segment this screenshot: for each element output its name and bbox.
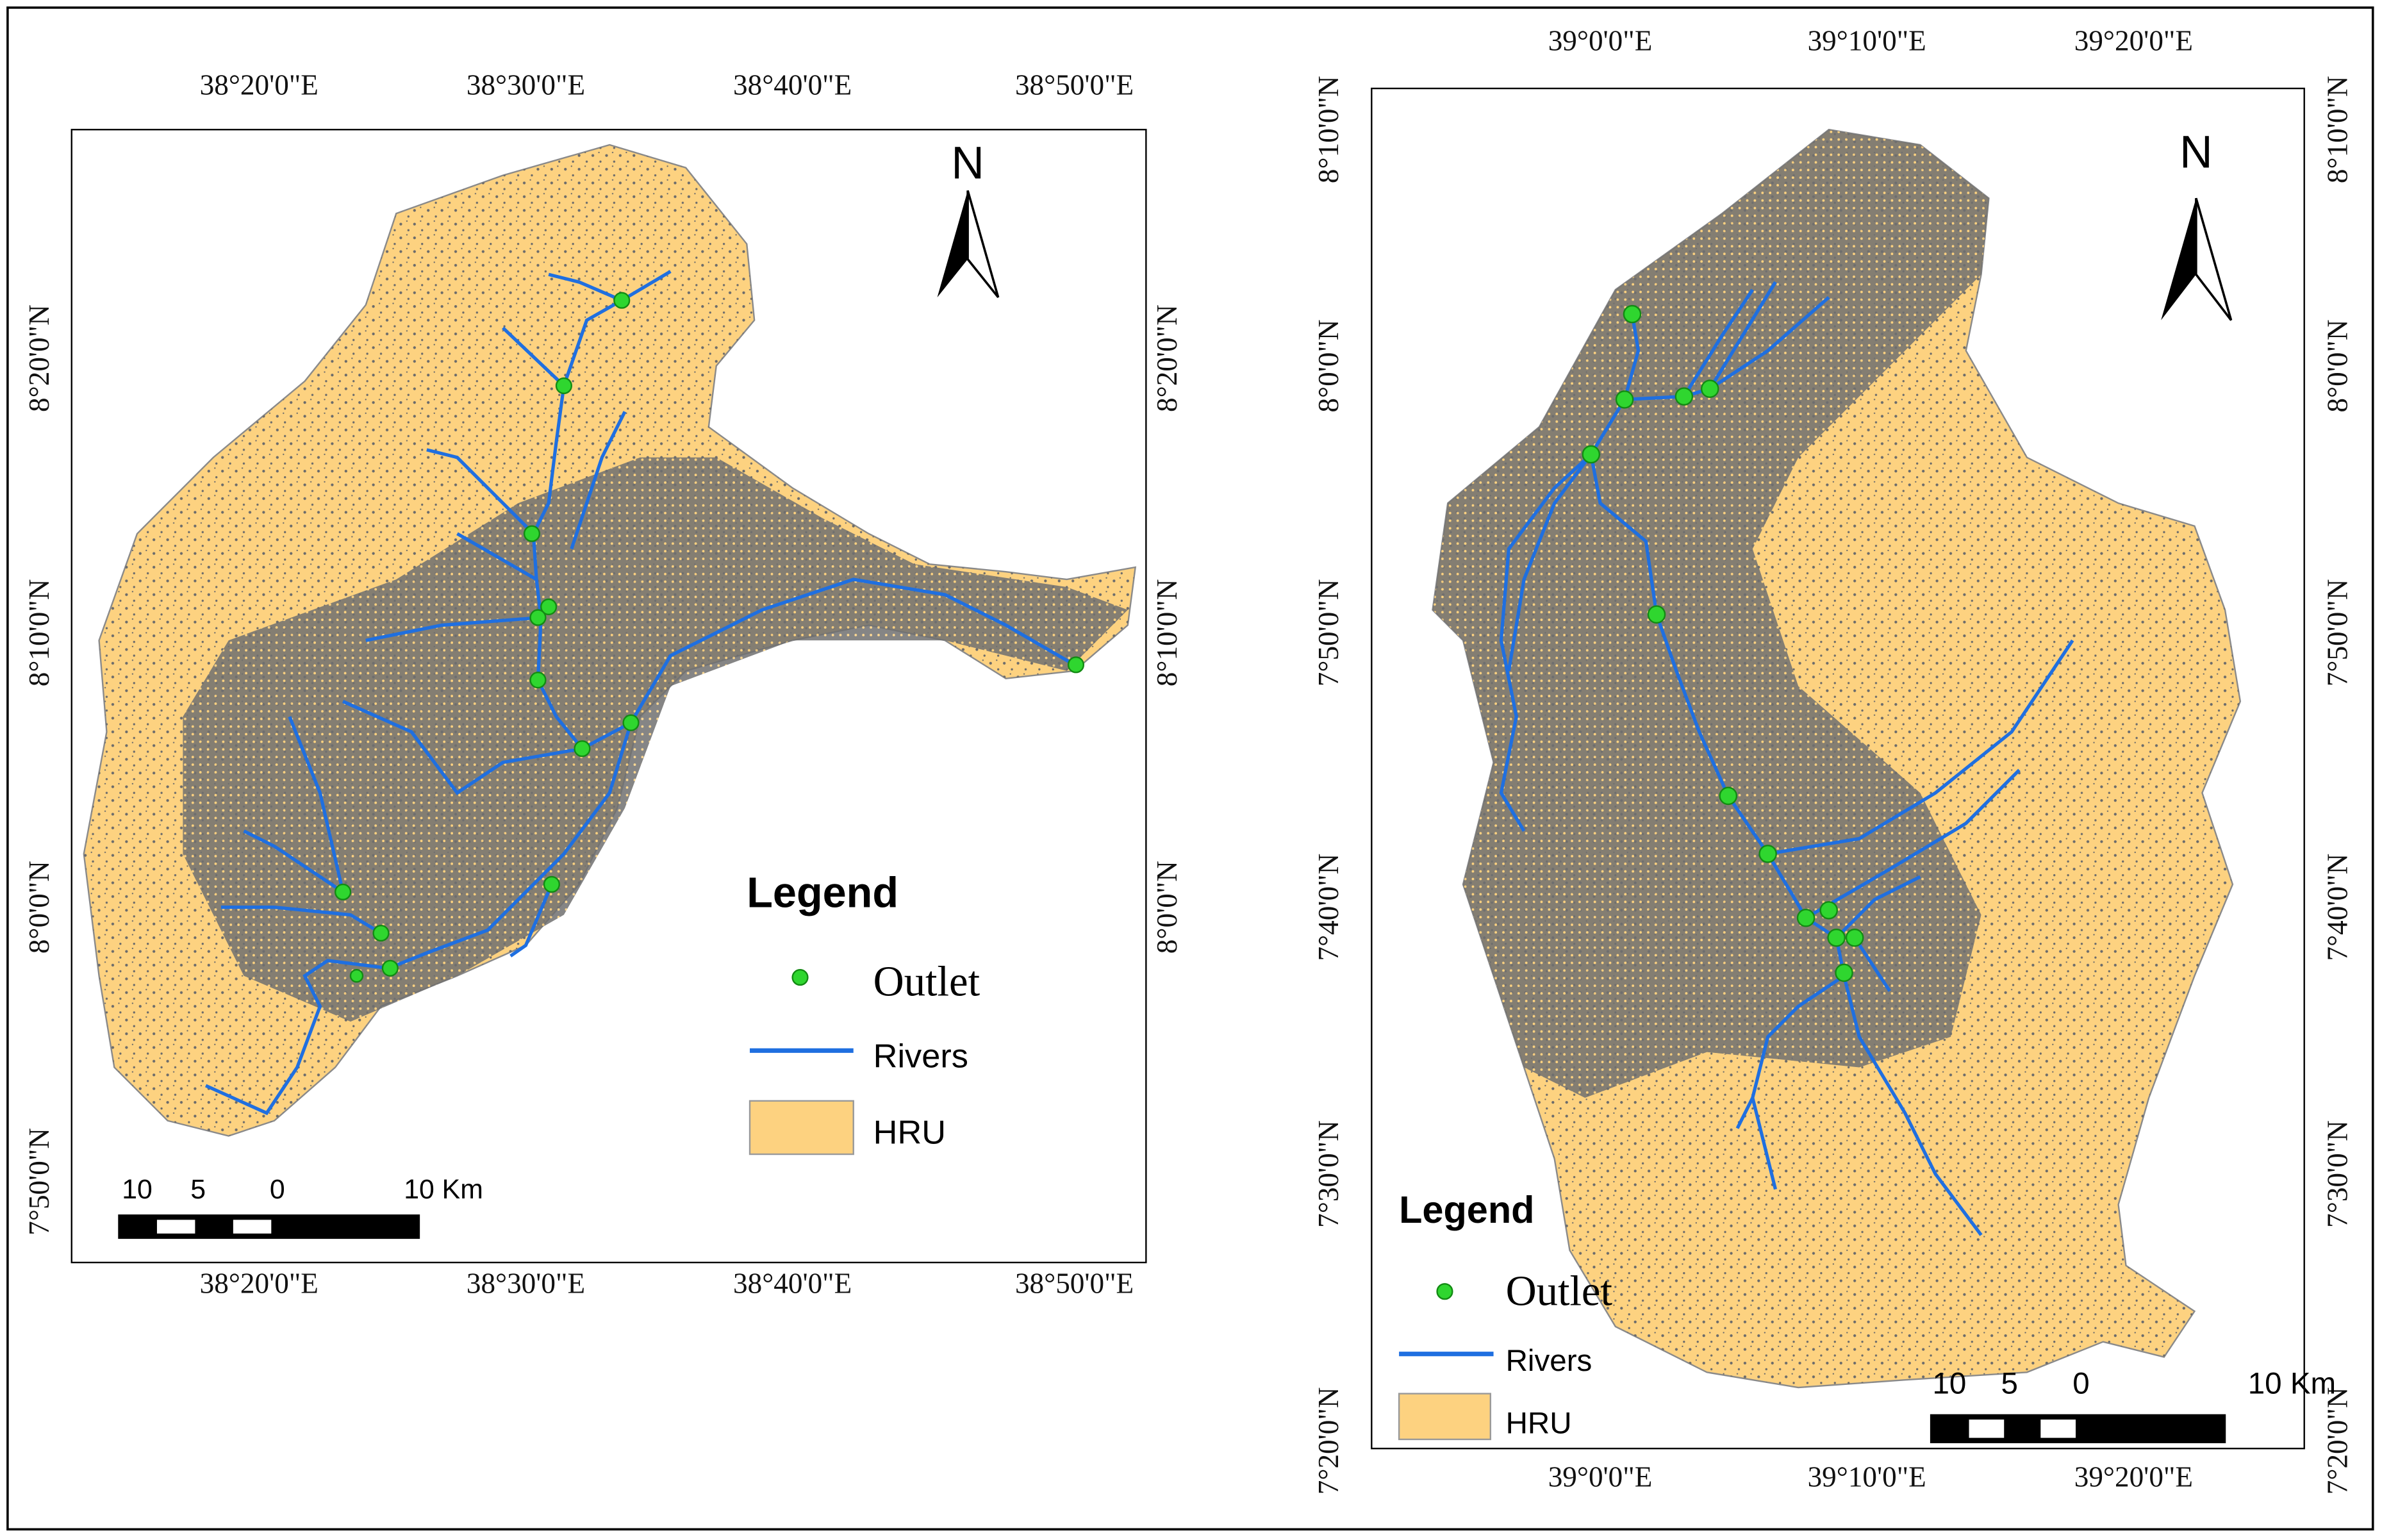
longitude-label: 38°50'0"E [1015, 1268, 1134, 1300]
scale-label: 5 [2001, 1367, 2017, 1401]
latitude-label: 8°0'0"N [23, 861, 55, 954]
legend-title: Legend [1399, 1188, 1534, 1231]
legend-item: Outlet [1506, 1268, 1613, 1315]
latitude-label: 8°10'0"N [2321, 76, 2353, 183]
legend [749, 968, 854, 1155]
latitude-label: 7°50'0"N [23, 1128, 55, 1236]
legend-item: Rivers [1506, 1344, 1592, 1378]
longitude-label: 38°40'0"E [733, 1268, 852, 1300]
outlets [1582, 304, 1864, 982]
longitude-label: 39°10'0"E [1808, 25, 1926, 57]
latitude-label: 7°20'0"N [2321, 1387, 2353, 1494]
longitude-label: 38°50'0"E [1015, 69, 1134, 101]
scale-label: 0 [2072, 1367, 2089, 1401]
latitude-label: 8°0'0"N [1312, 319, 1344, 412]
longitude-label: 38°20'0"E [200, 69, 318, 101]
north-arrow [937, 190, 1000, 299]
scale-label: 5 [190, 1174, 206, 1205]
longitude-label: 38°40'0"E [733, 69, 852, 101]
legend-item: HRU [873, 1114, 946, 1151]
latitude-label: 7°30'0"N [1312, 1120, 1344, 1228]
longitude-label: 39°20'0"E [2074, 1461, 2193, 1493]
latitude-label: 8°10'0"N [23, 579, 55, 687]
legend-title: Legend [747, 870, 898, 917]
latitude-label: 8°0'0"N [1151, 861, 1183, 954]
latitude-label: 8°20'0"N [1151, 304, 1183, 412]
longitude-label: 38°30'0"E [467, 69, 585, 101]
scale-label: 0 [270, 1174, 285, 1205]
longitude-label: 38°30'0"E [467, 1268, 585, 1300]
latitude-label: 8°10'0"N [1151, 579, 1183, 687]
latitude-label: 7°40'0"N [1312, 854, 1344, 961]
latitude-label: 7°50'0"N [2321, 579, 2353, 687]
legend-item: Rivers [873, 1038, 968, 1075]
outlets [334, 292, 1085, 983]
scale-bar [118, 1214, 420, 1239]
latitude-label: 8°20'0"N [23, 304, 55, 412]
watershed [1432, 128, 2242, 1389]
legend-item: Outlet [873, 959, 980, 1006]
north-label: N [2179, 127, 2213, 178]
north-arrow [2161, 197, 2233, 321]
scale-label: 10 [122, 1174, 153, 1205]
latitude-label: 8°0'0"N [2321, 319, 2353, 412]
latitude-label: 7°50'0"N [1312, 579, 1344, 687]
longitude-label: 39°10'0"E [1808, 1461, 1926, 1493]
longitude-label: 39°20'0"E [2074, 25, 2193, 57]
scale-label: 10 [1932, 1367, 1966, 1401]
north-label: N [951, 137, 984, 188]
latitude-label: 7°20'0"N [1312, 1387, 1344, 1494]
longitude-label: 38°20'0"E [200, 1268, 318, 1300]
scale-label: 10 Km [404, 1174, 483, 1205]
scale-bar [1930, 1414, 2226, 1443]
legend-item: HRU [1506, 1406, 1572, 1440]
latitude-label: 7°40'0"N [2321, 854, 2353, 961]
scale-label: 10 Km [2248, 1367, 2336, 1401]
rivers [204, 270, 1075, 1116]
longitude-label: 39°0'0"E [1548, 1461, 1653, 1493]
legend [1398, 1283, 1494, 1441]
latitude-label: 8°10'0"N [1312, 76, 1344, 183]
longitude-label: 39°0'0"E [1548, 25, 1653, 57]
latitude-label: 7°30'0"N [2321, 1120, 2353, 1228]
